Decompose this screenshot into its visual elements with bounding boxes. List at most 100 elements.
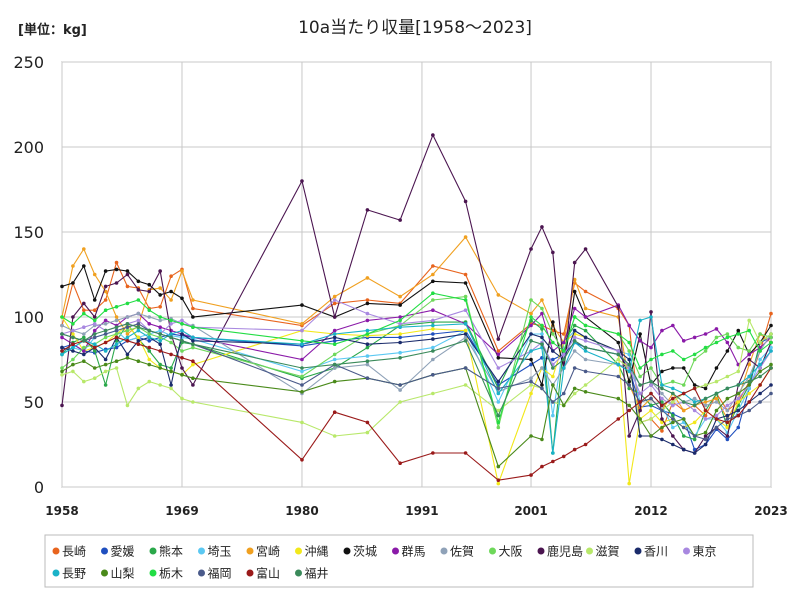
data-point bbox=[169, 298, 173, 302]
data-point bbox=[692, 403, 697, 408]
legend-item: 栃木 bbox=[149, 567, 183, 581]
data-point bbox=[92, 349, 97, 353]
y-tick-label: 100 bbox=[13, 308, 44, 327]
data-point bbox=[125, 284, 130, 289]
data-point bbox=[725, 335, 730, 340]
legend-item: 福井 bbox=[295, 566, 329, 581]
data-point bbox=[660, 417, 664, 421]
data-point bbox=[529, 247, 533, 251]
data-point bbox=[572, 386, 577, 391]
data-point bbox=[158, 286, 162, 290]
data-point bbox=[660, 420, 664, 425]
data-point bbox=[703, 413, 708, 418]
data-point bbox=[125, 328, 130, 333]
data-point bbox=[71, 349, 75, 353]
data-point bbox=[529, 349, 533, 353]
data-point bbox=[60, 345, 64, 350]
data-point bbox=[692, 447, 697, 452]
data-point bbox=[758, 391, 762, 396]
data-point bbox=[169, 340, 173, 345]
data-point bbox=[572, 315, 577, 319]
data-point bbox=[660, 383, 664, 387]
data-point bbox=[191, 335, 195, 340]
data-point bbox=[332, 335, 337, 340]
data-point bbox=[103, 298, 108, 302]
y-tick-label: 250 bbox=[13, 53, 44, 72]
data-point bbox=[191, 325, 195, 330]
data-point bbox=[627, 403, 631, 408]
data-point bbox=[616, 305, 621, 309]
data-point bbox=[169, 386, 173, 391]
data-point bbox=[431, 327, 435, 331]
data-point bbox=[82, 247, 86, 251]
legend-item: 茨城 bbox=[343, 545, 377, 559]
data-point bbox=[649, 403, 653, 408]
data-point bbox=[300, 357, 304, 362]
data-point bbox=[561, 391, 566, 396]
legend-label: 香川 bbox=[644, 545, 668, 559]
data-point bbox=[365, 362, 370, 367]
data-point bbox=[463, 272, 468, 277]
data-point bbox=[540, 311, 544, 316]
data-point bbox=[431, 357, 435, 362]
data-point bbox=[398, 294, 402, 299]
data-point bbox=[714, 327, 719, 331]
data-point bbox=[660, 437, 664, 442]
data-point bbox=[692, 420, 697, 425]
data-point bbox=[660, 425, 664, 430]
data-point bbox=[332, 328, 337, 333]
data-point bbox=[561, 454, 566, 459]
data-point bbox=[398, 383, 402, 387]
data-point bbox=[92, 308, 97, 313]
data-point bbox=[692, 396, 697, 401]
legend-item: 愛媛 bbox=[101, 545, 135, 559]
data-point bbox=[60, 335, 64, 340]
data-point bbox=[191, 362, 195, 367]
data-point bbox=[332, 352, 337, 357]
data-point bbox=[398, 350, 402, 355]
data-point bbox=[180, 349, 184, 353]
data-point bbox=[136, 322, 141, 326]
data-point bbox=[60, 349, 64, 353]
data-point bbox=[82, 301, 86, 306]
data-point bbox=[551, 320, 555, 324]
data-point bbox=[551, 413, 555, 418]
data-point bbox=[725, 413, 730, 418]
data-point bbox=[463, 298, 468, 302]
data-point bbox=[769, 349, 773, 353]
data-point bbox=[736, 425, 741, 430]
data-point bbox=[529, 357, 533, 362]
data-point bbox=[169, 274, 173, 279]
data-point bbox=[725, 340, 730, 345]
data-point bbox=[551, 349, 555, 353]
data-point bbox=[103, 328, 108, 333]
data-point bbox=[136, 335, 141, 340]
data-point bbox=[496, 349, 501, 353]
data-point bbox=[692, 352, 697, 357]
data-point bbox=[125, 339, 130, 343]
data-point bbox=[82, 379, 86, 384]
data-point bbox=[616, 396, 621, 401]
data-point bbox=[649, 434, 653, 438]
data-point bbox=[496, 293, 501, 297]
data-point bbox=[60, 352, 64, 357]
data-point bbox=[725, 374, 730, 379]
data-point bbox=[703, 408, 708, 413]
data-point bbox=[736, 369, 741, 374]
data-point bbox=[551, 250, 555, 255]
legend-label: 福井 bbox=[305, 566, 329, 581]
data-point bbox=[496, 413, 501, 418]
data-point bbox=[300, 369, 304, 374]
data-point bbox=[158, 328, 162, 333]
data-point bbox=[191, 315, 195, 319]
data-point bbox=[158, 293, 162, 297]
data-point bbox=[703, 332, 708, 336]
data-point bbox=[147, 357, 152, 362]
data-point bbox=[136, 288, 141, 292]
data-point bbox=[60, 323, 64, 328]
data-point bbox=[496, 481, 501, 486]
data-point bbox=[398, 461, 402, 466]
data-point bbox=[703, 417, 708, 421]
data-point bbox=[158, 305, 162, 309]
data-point bbox=[125, 352, 130, 357]
